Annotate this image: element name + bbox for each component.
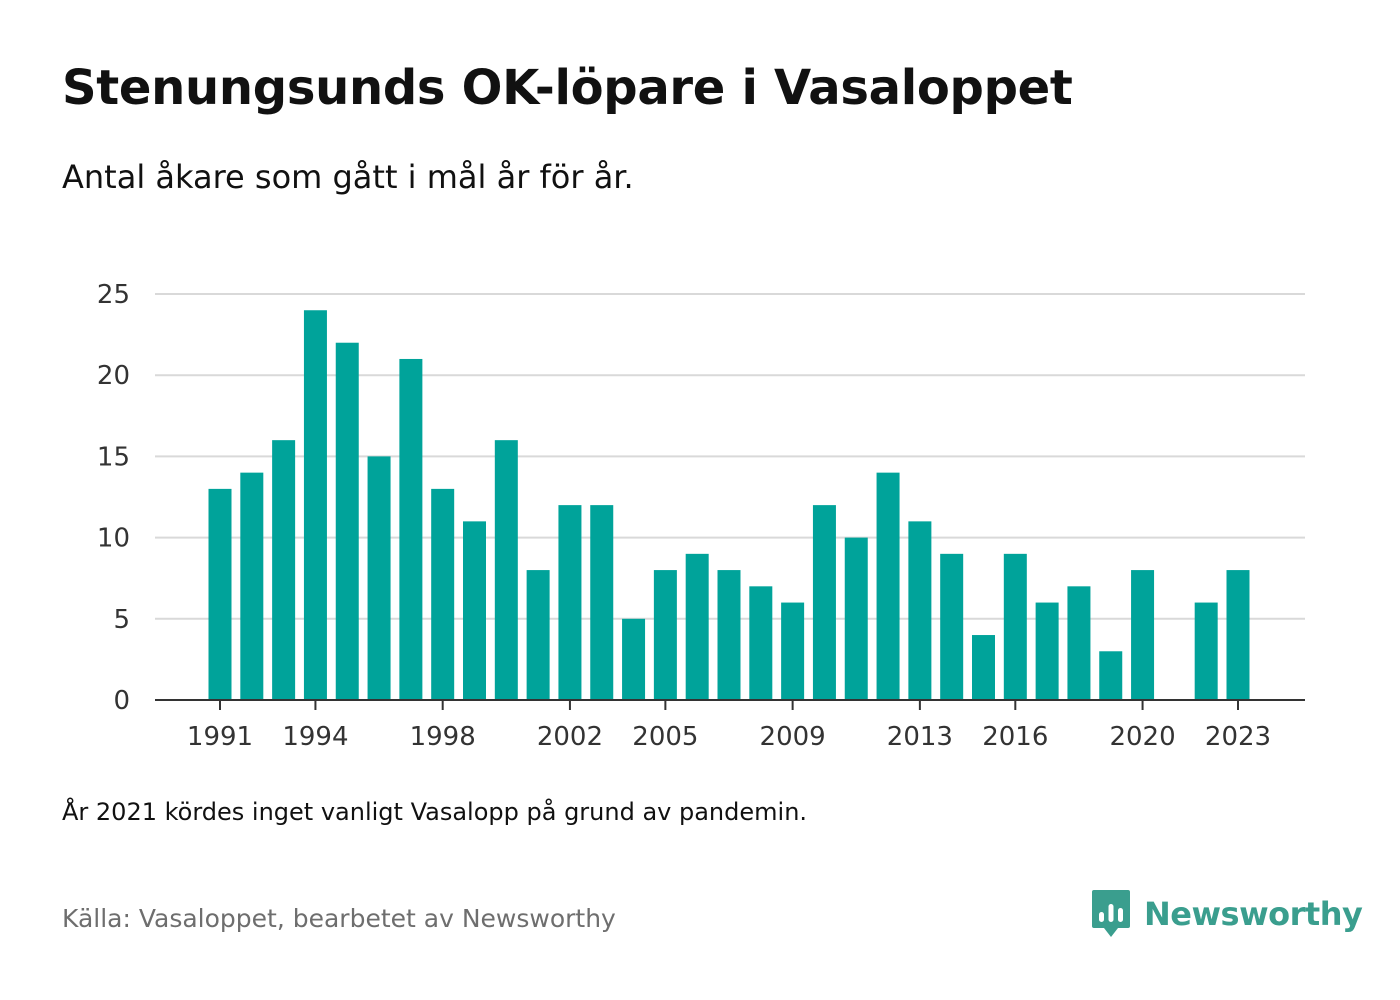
y-tick-label: 20 <box>97 361 130 391</box>
bar-1991 <box>208 488 232 700</box>
bar-1994 <box>303 310 327 700</box>
x-tick-label: 2002 <box>537 722 603 752</box>
bar-2009 <box>781 602 805 700</box>
bar-1998 <box>431 488 455 700</box>
bar-2012 <box>876 472 900 700</box>
bar-2014 <box>940 553 964 700</box>
x-tick-label: 1998 <box>410 722 476 752</box>
x-tick-label: 2016 <box>982 722 1048 752</box>
y-tick-label: 5 <box>113 605 130 635</box>
footnote: År 2021 kördes inget vanligt Vasalopp på… <box>62 798 808 826</box>
bar-1996 <box>367 456 391 700</box>
gridlines <box>155 293 1305 620</box>
x-tick-label: 2009 <box>760 722 826 752</box>
source-credit: Källa: Vasaloppet, bearbetet av Newswort… <box>62 904 616 933</box>
bar-2003 <box>590 505 614 700</box>
bar-2016 <box>1003 553 1027 700</box>
bar-2020 <box>1131 570 1155 700</box>
bar-2000 <box>494 440 518 700</box>
bar-2017 <box>1035 602 1059 700</box>
bar-2001 <box>526 570 550 700</box>
bar-1992 <box>240 472 264 700</box>
x-tick-label: 2020 <box>1109 722 1175 752</box>
bar-2002 <box>558 505 582 700</box>
x-tick-label: 1994 <box>282 722 348 752</box>
bar-2008 <box>749 586 773 700</box>
y-tick-label: 10 <box>97 524 130 554</box>
bar-2011 <box>844 537 868 700</box>
x-axis <box>155 699 1305 710</box>
bar-2004 <box>622 618 646 700</box>
chart-subtitle: Antal åkare som gått i mål år för år. <box>62 158 634 196</box>
newsworthy-logo: Newsworthy <box>1090 888 1363 940</box>
x-tick-label: 1991 <box>187 722 253 752</box>
bar-2022 <box>1194 602 1218 700</box>
x-tick-label: 2005 <box>632 722 698 752</box>
bar-2007 <box>717 570 741 700</box>
y-tick-label: 25 <box>97 280 130 310</box>
bar-2013 <box>908 521 932 700</box>
newsworthy-bar-chart-bubble-icon <box>1092 890 1130 937</box>
bar-1995 <box>335 342 359 700</box>
x-axis-tick-labels: 1991 1994 1998 2002 2005 2009 2013 2016 2020 2023 <box>187 722 1271 752</box>
brand-name: Newsworthy <box>1144 895 1363 933</box>
y-axis-tick-labels: 0 5 10 15 20 25 <box>97 280 130 716</box>
x-tick-label: 2023 <box>1205 722 1271 752</box>
y-tick-label: 0 <box>113 686 130 716</box>
bar-1993 <box>272 440 296 700</box>
bar-2023 <box>1226 570 1250 700</box>
bar-2015 <box>972 635 995 700</box>
bar-2006 <box>685 553 709 700</box>
chart-title: Stenungsunds OK-löpare i Vasaloppet <box>62 60 1073 116</box>
bar-2010 <box>812 505 836 700</box>
bars <box>208 310 1250 700</box>
bar-1999 <box>463 521 486 700</box>
y-tick-label: 15 <box>97 442 130 472</box>
bar-2018 <box>1067 586 1091 700</box>
bar-2019 <box>1099 651 1123 700</box>
bar-2005 <box>653 570 677 700</box>
bar-1997 <box>399 358 423 700</box>
x-tick-label: 2013 <box>887 722 953 752</box>
